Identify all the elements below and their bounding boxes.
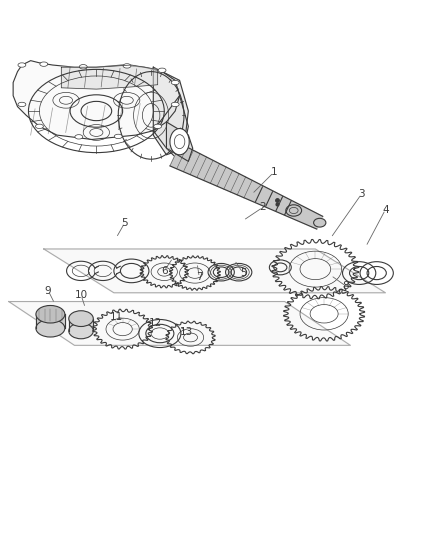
Polygon shape <box>170 144 323 229</box>
Text: 8: 8 <box>343 281 350 291</box>
Ellipse shape <box>18 63 26 67</box>
Ellipse shape <box>40 62 48 66</box>
Polygon shape <box>36 314 65 328</box>
Polygon shape <box>153 67 188 155</box>
Polygon shape <box>69 319 93 331</box>
Text: 6: 6 <box>161 266 168 276</box>
Polygon shape <box>13 61 180 140</box>
Ellipse shape <box>18 102 26 107</box>
Text: 13: 13 <box>180 327 193 337</box>
Ellipse shape <box>154 124 162 128</box>
Text: 7: 7 <box>196 272 203 282</box>
Ellipse shape <box>114 134 122 139</box>
Polygon shape <box>153 96 188 157</box>
Ellipse shape <box>75 135 83 139</box>
Text: 5: 5 <box>121 217 128 228</box>
Ellipse shape <box>170 128 189 155</box>
Polygon shape <box>61 65 158 89</box>
Text: 5: 5 <box>240 268 247 278</box>
Ellipse shape <box>314 219 326 227</box>
Text: 2: 2 <box>259 203 266 212</box>
Ellipse shape <box>123 64 131 68</box>
Polygon shape <box>44 249 385 293</box>
Ellipse shape <box>171 102 179 107</box>
Text: 1: 1 <box>270 167 277 177</box>
Text: 11: 11 <box>110 312 123 322</box>
Text: 10: 10 <box>74 290 88 300</box>
Ellipse shape <box>171 80 179 85</box>
Ellipse shape <box>36 319 65 337</box>
Ellipse shape <box>69 323 93 339</box>
Text: 12: 12 <box>149 318 162 328</box>
Ellipse shape <box>158 68 166 72</box>
Ellipse shape <box>35 124 43 128</box>
Ellipse shape <box>36 305 65 323</box>
Polygon shape <box>9 302 350 345</box>
Text: 9: 9 <box>45 286 52 296</box>
Polygon shape <box>166 122 193 161</box>
Text: 4: 4 <box>382 205 389 215</box>
Text: 3: 3 <box>358 189 365 199</box>
Ellipse shape <box>69 311 93 327</box>
Ellipse shape <box>79 64 87 69</box>
